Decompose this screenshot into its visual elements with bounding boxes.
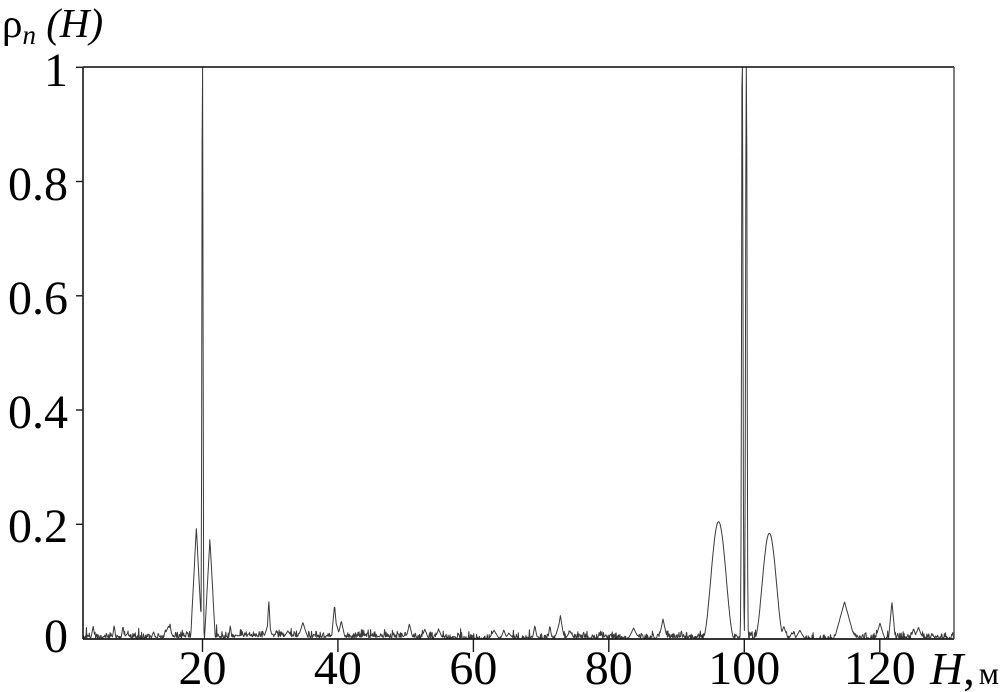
svg-text:0.2: 0.2 xyxy=(8,500,68,553)
svg-text:H,м: H, м xyxy=(929,643,999,692)
svg-text:0.8: 0.8 xyxy=(8,158,68,211)
svg-text:20: 20 xyxy=(179,642,227,692)
svg-text:0: 0 xyxy=(44,610,68,663)
svg-text:120: 120 xyxy=(844,642,916,692)
svg-text:80: 80 xyxy=(585,642,633,692)
svg-text:0.4: 0.4 xyxy=(8,386,68,439)
svg-text:ρn (H): ρn (H) xyxy=(2,0,103,50)
svg-text:60: 60 xyxy=(449,642,497,692)
svg-text:100: 100 xyxy=(708,642,780,692)
svg-text:0.6: 0.6 xyxy=(8,272,68,325)
svg-text:40: 40 xyxy=(314,642,362,692)
svg-text:1: 1 xyxy=(44,44,68,97)
